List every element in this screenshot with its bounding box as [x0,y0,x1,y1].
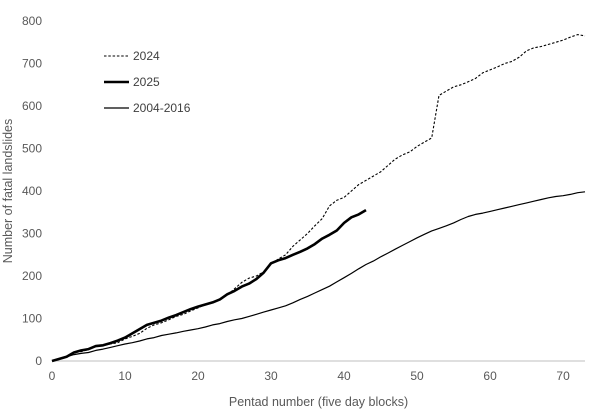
y-tick-label: 600 [22,99,42,113]
y-axis-title: Number of fatal landslides [1,119,15,264]
y-tick-label: 800 [22,14,42,28]
tick-labels: 0 100 200 300 400 500 600 700 800 0 10 20 30 40 50 60 70 [22,14,570,383]
y-tick-label: 400 [22,184,42,198]
x-tick-label: 30 [264,369,278,383]
series-line-2025 [51,208,367,363]
y-tick-label: 100 [22,312,42,326]
legend-label-2004-2016: 2004-2016 [133,101,191,115]
series-lines [51,34,586,363]
y-tick-label: 500 [22,142,42,156]
legend: 2024 2025 2004-2016 [104,49,191,115]
legend-label-2024: 2024 [133,49,160,63]
y-tick-label: 300 [22,227,42,241]
y-tick-label: 700 [22,57,42,71]
x-tick-label: 60 [483,369,497,383]
x-tick-label: 40 [337,369,351,383]
x-tick-label: 10 [118,369,132,383]
y-tick-label: 0 [35,354,42,368]
series-line-2004-2016 [51,191,586,362]
legend-label-2025: 2025 [133,75,160,89]
series-line-2024 [51,34,586,362]
x-tick-label: 20 [191,369,205,383]
x-tick-label: 70 [556,369,570,383]
x-tick-label: 0 [49,369,56,383]
y-tick-label: 200 [22,269,42,283]
x-axis-title: Pentad number (five day blocks) [229,395,408,409]
x-tick-label: 50 [410,369,424,383]
